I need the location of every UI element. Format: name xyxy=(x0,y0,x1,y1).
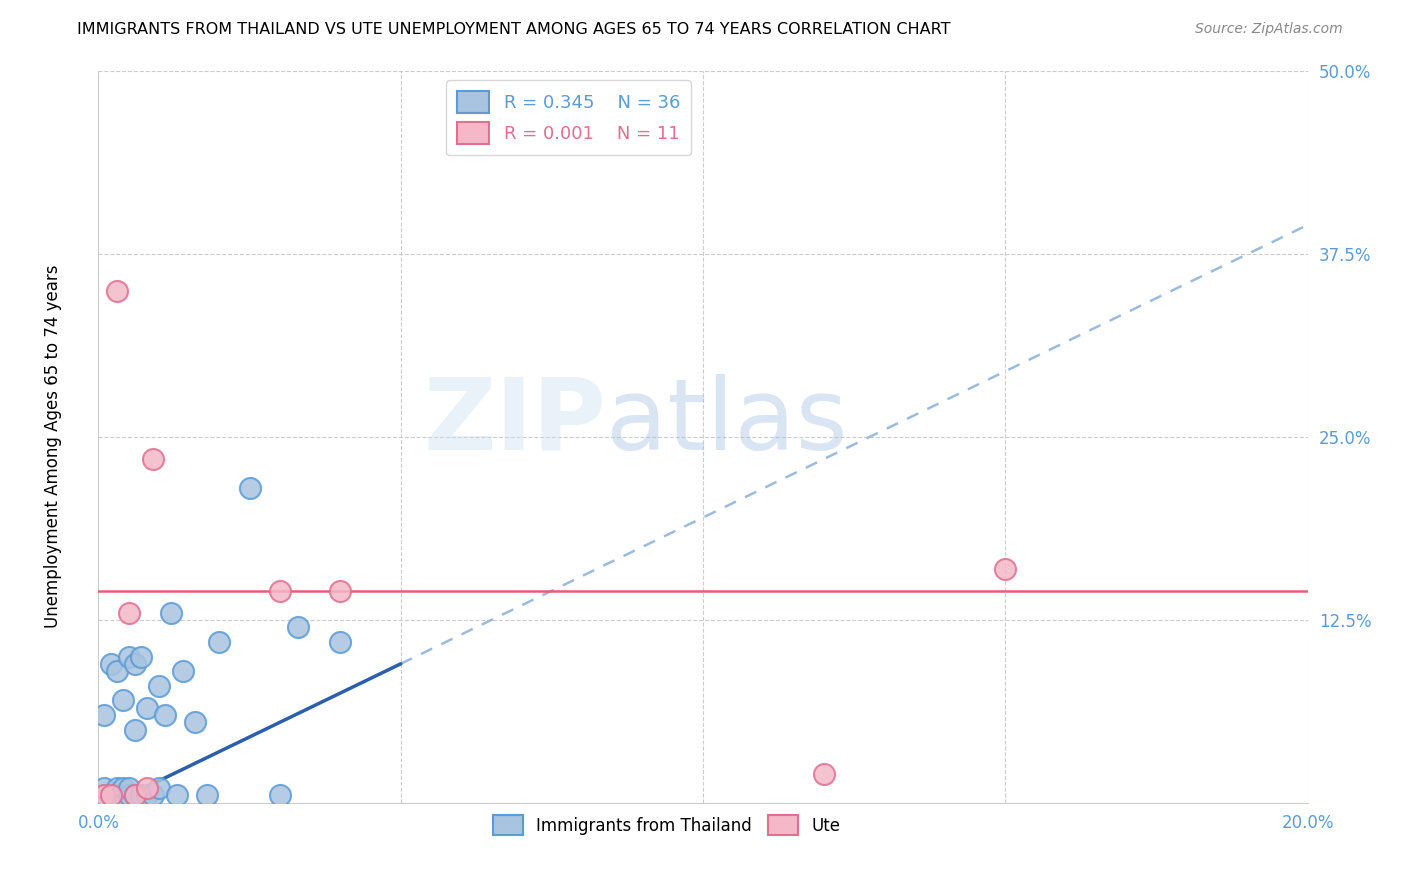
Point xyxy=(93,781,115,796)
Legend: Immigrants from Thailand, Ute: Immigrants from Thailand, Ute xyxy=(486,808,848,842)
Point xyxy=(269,583,291,598)
Point xyxy=(142,789,165,803)
Text: IMMIGRANTS FROM THAILAND VS UTE UNEMPLOYMENT AMONG AGES 65 TO 74 YEARS CORRELATI: IMMIGRANTS FROM THAILAND VS UTE UNEMPLOY… xyxy=(77,22,950,37)
Point xyxy=(105,284,128,298)
Point xyxy=(93,789,115,803)
Point xyxy=(208,635,231,649)
Point xyxy=(93,708,115,723)
Point xyxy=(124,657,146,671)
Point xyxy=(100,789,122,803)
Point xyxy=(100,657,122,671)
Point xyxy=(124,723,146,737)
Point xyxy=(118,649,141,664)
Point xyxy=(994,562,1017,576)
Point xyxy=(195,789,218,803)
Point xyxy=(153,708,176,723)
Text: Unemployment Among Ages 65 to 74 years: Unemployment Among Ages 65 to 74 years xyxy=(45,264,62,628)
Point xyxy=(135,781,157,796)
Point xyxy=(269,789,291,803)
Point xyxy=(111,693,134,707)
Point xyxy=(105,664,128,678)
Point xyxy=(118,781,141,796)
Point xyxy=(111,781,134,796)
Point xyxy=(172,664,194,678)
Point xyxy=(287,620,309,634)
Point xyxy=(124,789,146,803)
Point xyxy=(239,481,262,495)
Point xyxy=(148,679,170,693)
Point xyxy=(166,789,188,803)
Point xyxy=(135,789,157,803)
Point xyxy=(124,789,146,803)
Point xyxy=(813,766,835,780)
Point xyxy=(105,789,128,803)
Point xyxy=(142,452,165,467)
Point xyxy=(129,789,152,803)
Text: atlas: atlas xyxy=(606,374,848,471)
Point xyxy=(100,789,122,803)
Point xyxy=(160,606,183,620)
Point xyxy=(329,635,352,649)
Point xyxy=(184,715,207,730)
Text: ZIP: ZIP xyxy=(423,374,606,471)
Point xyxy=(118,606,141,620)
Point xyxy=(135,700,157,714)
Text: Source: ZipAtlas.com: Source: ZipAtlas.com xyxy=(1195,22,1343,37)
Point xyxy=(118,789,141,803)
Point xyxy=(148,781,170,796)
Point xyxy=(129,649,152,664)
Point xyxy=(105,781,128,796)
Point xyxy=(93,789,115,803)
Point xyxy=(329,583,352,598)
Point xyxy=(111,789,134,803)
